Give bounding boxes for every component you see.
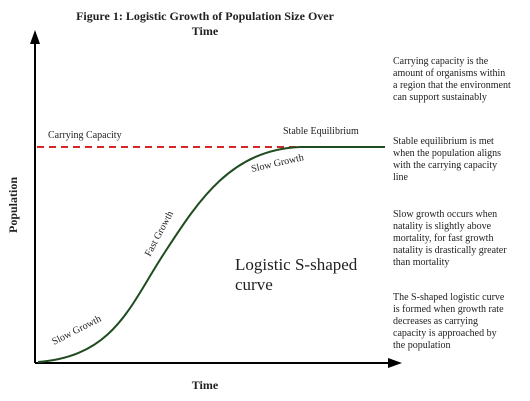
note-line: line bbox=[393, 172, 409, 183]
note-line: Carrying capacity is the bbox=[393, 56, 489, 67]
x-arrow bbox=[388, 358, 402, 368]
note-line: Stable equilibrium is met bbox=[393, 136, 494, 147]
note-line: than mortality bbox=[393, 257, 449, 268]
note-line: mortality, for fast growth bbox=[393, 233, 493, 244]
y-arrow bbox=[30, 30, 40, 44]
note-line: natality is slightly above bbox=[393, 221, 492, 232]
label: Fast Growth bbox=[143, 209, 176, 258]
note-line: a region that the environment bbox=[393, 80, 511, 91]
label: Carrying Capacity bbox=[48, 130, 122, 141]
y-axis-label: Population bbox=[6, 177, 20, 233]
note-line: is formed when growth rate bbox=[393, 304, 504, 315]
logistic-curve bbox=[37, 146, 385, 363]
title: Time bbox=[192, 24, 219, 38]
label: Slow Growth bbox=[50, 314, 103, 348]
note-line: the population bbox=[393, 340, 451, 351]
note-line: amount of organisms within bbox=[393, 68, 505, 79]
note-line: Slow growth occurs when bbox=[393, 209, 497, 220]
note-line: decreases as carrying bbox=[393, 316, 478, 327]
note-line: The S-shaped logistic curve bbox=[393, 292, 505, 303]
curve-name: Logistic S-shaped bbox=[235, 255, 358, 274]
note-line: when the population aligns bbox=[393, 148, 501, 159]
note-line: natality is drastically greater bbox=[393, 245, 507, 256]
x-axis-label: Time bbox=[192, 378, 219, 392]
title: Figure 1: Logistic Growth of Population … bbox=[76, 9, 335, 23]
note-line: capacity is approached by bbox=[393, 328, 497, 339]
note-line: with the carrying capacity bbox=[393, 160, 497, 171]
curve-name: curve bbox=[235, 275, 273, 294]
label: Stable Equilibrium bbox=[283, 126, 359, 137]
note-line: can support sustainably bbox=[393, 92, 487, 103]
